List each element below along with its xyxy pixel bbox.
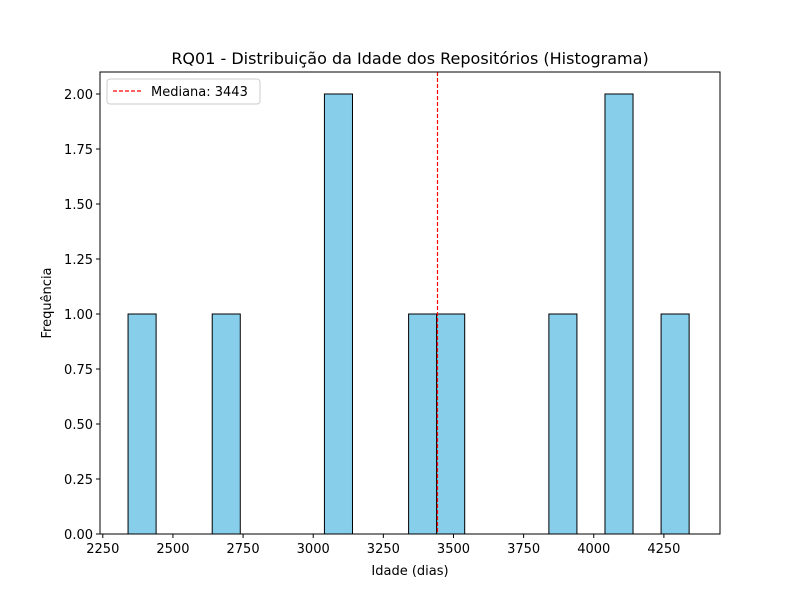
histogram-bar-2	[323, 93, 353, 535]
histogram-bar-6	[604, 93, 634, 535]
x-tick-label: 3250	[367, 542, 400, 557]
histogram-bar-3	[408, 313, 438, 535]
legend-box	[106, 78, 261, 105]
x-tick-label: 4250	[647, 542, 680, 557]
y-tick-label: 0.50	[64, 418, 93, 433]
y-tick-label: 1.50	[64, 198, 93, 213]
y-tick-label: 1.00	[64, 308, 93, 323]
legend: Mediana: 3443	[106, 78, 261, 105]
x-axis-title: Idade (dias)	[371, 564, 448, 579]
histogram-bar-7	[660, 313, 690, 535]
x-tick-label: 2250	[86, 542, 119, 557]
histogram-bar-4	[436, 313, 466, 535]
chart-title: RQ01 - Distribuição da Idade dos Reposit…	[171, 49, 648, 68]
x-tick-label: 2500	[156, 542, 189, 557]
y-tick-label: 0.00	[64, 528, 93, 543]
histogram-bar-0	[127, 313, 157, 535]
y-tick-label: 2.00	[64, 88, 93, 103]
y-tick-label: 1.75	[64, 143, 93, 158]
bars-layer	[127, 93, 690, 535]
histogram-bar-5	[548, 313, 578, 535]
y-tick-label: 1.25	[64, 253, 93, 268]
x-axis: 2250 2500 2750 3000 3250 3500 3750 4000 4250	[86, 534, 680, 557]
legend-median-label: Mediana: 3443	[151, 85, 248, 100]
x-tick-label: 2750	[227, 542, 260, 557]
y-axis: 0.00 0.25 0.50 0.75 1.00 1.25 1.50 1.75 2.00	[64, 88, 100, 543]
y-tick-label: 0.75	[64, 363, 93, 378]
histogram-bar-1	[211, 313, 241, 535]
x-tick-label: 3500	[437, 542, 470, 557]
x-tick-label: 3000	[297, 542, 330, 557]
x-tick-label: 4000	[577, 542, 610, 557]
plot-frame	[99, 71, 721, 535]
y-axis-title: Frequência	[40, 267, 55, 338]
y-tick-label: 0.25	[64, 473, 93, 488]
x-tick-label: 3750	[507, 542, 540, 557]
